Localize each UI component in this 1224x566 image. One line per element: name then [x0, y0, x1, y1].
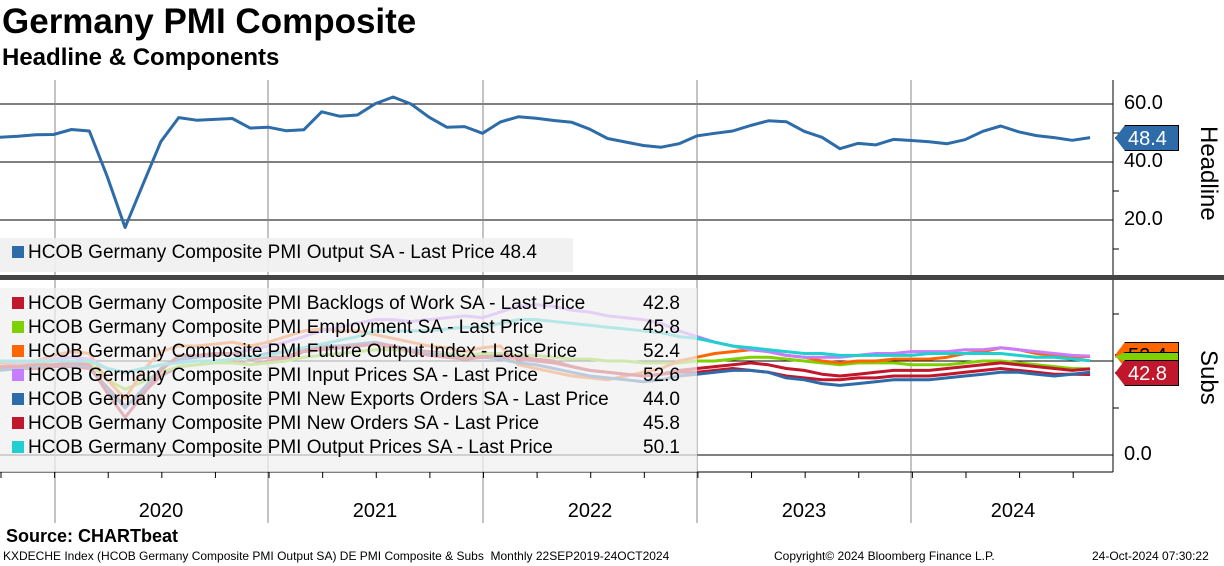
legend-swatch: [12, 321, 24, 333]
legend-value: 52.6: [643, 365, 680, 386]
x-tick-label: 2024: [990, 500, 1036, 522]
legend-value: 44.0: [643, 389, 680, 410]
legend-label: HCOB Germany Composite PMI Output SA - L…: [28, 242, 537, 263]
backlogs-last-value-tag: 42.8: [1115, 360, 1179, 386]
panel-separator: [0, 275, 1224, 280]
legend-swatch: [12, 345, 24, 357]
legend-value: 42.8: [643, 293, 680, 314]
source-note: Source: CHARTbeat: [6, 526, 179, 546]
x-tick-label: 2022: [567, 500, 613, 522]
legend-value: 50.1: [643, 437, 680, 458]
headline-axis-title: Headline: [1195, 126, 1222, 221]
legend-label: HCOB Germany Composite PMI Input Prices …: [28, 365, 539, 386]
y-tick-label: 60.0: [1124, 92, 1163, 114]
legend-label: HCOB Germany Composite PMI Future Output…: [28, 341, 578, 362]
legend-item: HCOB Germany Composite PMI Output SA - L…: [12, 242, 537, 264]
y-tick-label: 0.0: [1124, 443, 1152, 465]
legend-item: HCOB Germany Composite PMI Backlogs of W…: [12, 293, 585, 315]
legend-swatch: [12, 369, 24, 381]
legend-item: HCOB Germany Composite PMI Input Prices …: [12, 365, 538, 387]
legend-value: 52.4: [643, 341, 680, 362]
legend-item: HCOB Germany Composite PMI Employment SA…: [12, 317, 543, 339]
y-tick-label: 20.0: [1124, 208, 1163, 230]
legend-item: HCOB Germany Composite PMI Future Output…: [12, 341, 577, 363]
footer-description: KXDECHE Index (HCOB Germany Composite PM…: [3, 549, 670, 563]
legend-label: HCOB Germany Composite PMI Employment SA…: [28, 317, 544, 338]
x-tick-label: 2023: [781, 500, 827, 522]
footer-copyright: Copyright© 2024 Bloomberg Finance L.P.: [774, 549, 995, 563]
legend-swatch: [12, 441, 24, 453]
footer-timestamp: 24-Oct-2024 07:30:22: [1092, 549, 1209, 563]
legend-swatch: [12, 393, 24, 405]
x-tick-label: 2021: [352, 500, 398, 522]
subs-axis-title: Subs: [1195, 350, 1222, 405]
legend-label: HCOB Germany Composite PMI Output Prices…: [28, 437, 553, 458]
legend-swatch: [12, 297, 24, 309]
legend-value: 45.8: [643, 413, 680, 434]
legend-swatch: [12, 246, 24, 258]
legend-swatch: [12, 417, 24, 429]
x-tick-label: 2020: [138, 500, 184, 522]
chart-subtitle: Headline & Components: [2, 44, 280, 71]
legend-label: HCOB Germany Composite PMI Backlogs of W…: [28, 293, 586, 314]
legend-value: 45.8: [643, 317, 680, 338]
headline-last-value-tag: 48.4: [1115, 125, 1179, 151]
legend-item: HCOB Germany Composite PMI New Orders SA…: [12, 413, 539, 435]
chart-title: Germany PMI Composite: [2, 2, 417, 41]
legend-item: HCOB Germany Composite PMI Output Prices…: [12, 437, 553, 459]
legend-label: HCOB Germany Composite PMI New Orders SA…: [28, 413, 540, 434]
legend-item: HCOB Germany Composite PMI New Exports O…: [12, 389, 609, 411]
y-tick-label: 40.0: [1124, 150, 1163, 172]
headline-legend: HCOB Germany Composite PMI Output SA - L…: [0, 238, 573, 272]
subs-legend: HCOB Germany Composite PMI Backlogs of W…: [0, 288, 697, 472]
headline-series-line: [0, 95, 1091, 229]
legend-label: HCOB Germany Composite PMI New Exports O…: [28, 389, 609, 410]
